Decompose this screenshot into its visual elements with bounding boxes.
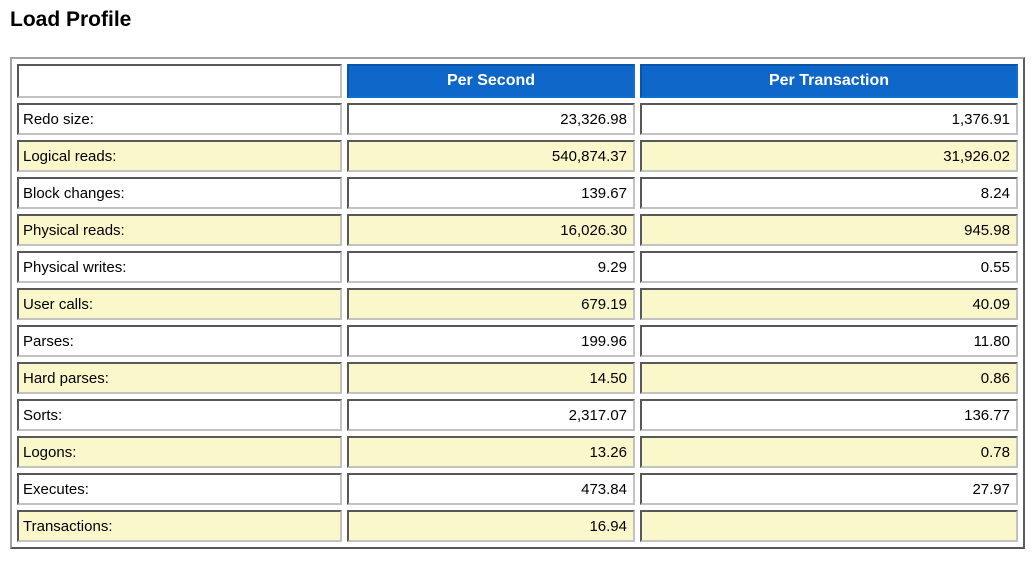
metric-label: Sorts: bbox=[17, 399, 342, 431]
per-second-value: 13.26 bbox=[347, 436, 635, 468]
table-row: User calls: 679.19 40.09 bbox=[17, 288, 1018, 320]
per-second-value: 540,874.37 bbox=[347, 140, 635, 172]
table-row: Executes: 473.84 27.97 bbox=[17, 473, 1018, 505]
metric-label: Transactions: bbox=[17, 510, 342, 542]
per-second-value: 679.19 bbox=[347, 288, 635, 320]
table-body: Redo size: 23,326.98 1,376.91 Logical re… bbox=[17, 103, 1018, 542]
per-second-value: 9.29 bbox=[347, 251, 635, 283]
table-row: Physical reads: 16,026.30 945.98 bbox=[17, 214, 1018, 246]
per-second-value: 16.94 bbox=[347, 510, 635, 542]
metric-label: Physical reads: bbox=[17, 214, 342, 246]
metric-label: Redo size: bbox=[17, 103, 342, 135]
header-cell-blank bbox=[17, 64, 342, 98]
per-transaction-value: 31,926.02 bbox=[640, 140, 1018, 172]
per-second-value: 14.50 bbox=[347, 362, 635, 394]
metric-label: Logical reads: bbox=[17, 140, 342, 172]
per-second-value: 139.67 bbox=[347, 177, 635, 209]
table-row: Redo size: 23,326.98 1,376.91 bbox=[17, 103, 1018, 135]
metric-label: Block changes: bbox=[17, 177, 342, 209]
per-transaction-value: 8.24 bbox=[640, 177, 1018, 209]
metric-label: Parses: bbox=[17, 325, 342, 357]
per-transaction-value bbox=[640, 510, 1018, 542]
table-row: Hard parses: 14.50 0.86 bbox=[17, 362, 1018, 394]
per-transaction-value: 1,376.91 bbox=[640, 103, 1018, 135]
per-second-value: 199.96 bbox=[347, 325, 635, 357]
table-header: Per Second Per Transaction bbox=[17, 64, 1018, 98]
per-transaction-value: 27.97 bbox=[640, 473, 1018, 505]
per-transaction-value: 0.78 bbox=[640, 436, 1018, 468]
per-second-value: 2,317.07 bbox=[347, 399, 635, 431]
header-cell-per-transaction: Per Transaction bbox=[640, 64, 1018, 98]
per-transaction-value: 40.09 bbox=[640, 288, 1018, 320]
table-row: Logical reads: 540,874.37 31,926.02 bbox=[17, 140, 1018, 172]
per-transaction-value: 0.86 bbox=[640, 362, 1018, 394]
per-transaction-value: 0.55 bbox=[640, 251, 1018, 283]
load-profile-table: Per Second Per Transaction Redo size: 23… bbox=[10, 57, 1025, 549]
per-second-value: 16,026.30 bbox=[347, 214, 635, 246]
table-row: Parses: 199.96 11.80 bbox=[17, 325, 1018, 357]
table-row: Sorts: 2,317.07 136.77 bbox=[17, 399, 1018, 431]
header-row: Per Second Per Transaction bbox=[17, 64, 1018, 98]
per-transaction-value: 945.98 bbox=[640, 214, 1018, 246]
table-row: Logons: 13.26 0.78 bbox=[17, 436, 1018, 468]
per-second-value: 23,326.98 bbox=[347, 103, 635, 135]
table-row: Transactions: 16.94 bbox=[17, 510, 1018, 542]
per-transaction-value: 11.80 bbox=[640, 325, 1018, 357]
metric-label: Executes: bbox=[17, 473, 342, 505]
metric-label: Hard parses: bbox=[17, 362, 342, 394]
metric-label: Logons: bbox=[17, 436, 342, 468]
metric-label: Physical writes: bbox=[17, 251, 342, 283]
metric-label: User calls: bbox=[17, 288, 342, 320]
per-second-value: 473.84 bbox=[347, 473, 635, 505]
header-cell-per-second: Per Second bbox=[347, 64, 635, 98]
page-title: Load Profile bbox=[10, 8, 132, 31]
table-row: Block changes: 139.67 8.24 bbox=[17, 177, 1018, 209]
table-row: Physical writes: 9.29 0.55 bbox=[17, 251, 1018, 283]
per-transaction-value: 136.77 bbox=[640, 399, 1018, 431]
